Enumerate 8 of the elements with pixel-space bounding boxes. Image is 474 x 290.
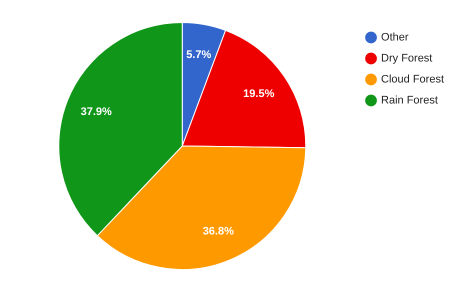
legend-label: Other (381, 32, 409, 44)
legend-label: Cloud Forest (381, 74, 444, 86)
data-label: 19.5% (243, 88, 275, 100)
legend-label: Dry Forest (381, 52, 432, 65)
data-label: 36.8% (202, 225, 234, 238)
data-label: 5.7% (186, 48, 212, 61)
legend-label: Rain Forest (381, 94, 438, 107)
data-label: 37.9% (80, 106, 112, 118)
